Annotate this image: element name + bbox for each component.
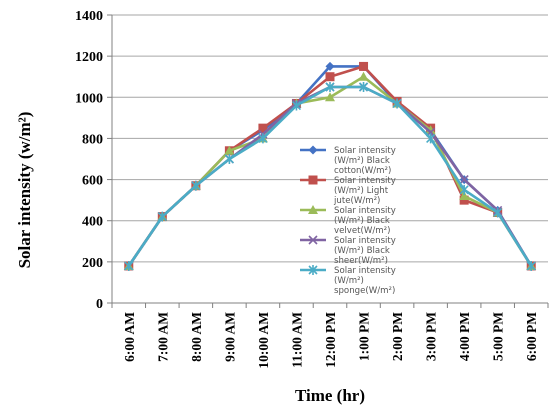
y-tick-label: 1200 xyxy=(75,50,103,65)
legend-label: (W/m²) xyxy=(334,276,364,286)
x-tick-label: 6:00 AM xyxy=(122,312,137,362)
x-tick-label: 3:00 PM xyxy=(424,312,439,361)
data-point xyxy=(258,133,268,144)
y-tick-label: 0 xyxy=(96,297,103,312)
data-point xyxy=(459,175,469,185)
x-tick-label: 6:00 PM xyxy=(524,312,539,361)
data-point xyxy=(358,82,369,92)
y-tick-label: 400 xyxy=(82,215,103,230)
legend-label: Solar intensity xyxy=(334,236,396,246)
legend-label: Solar intensity xyxy=(334,266,396,276)
series-line xyxy=(127,85,533,267)
legend-label: sponge(W/m²) xyxy=(334,286,395,296)
x-tick-label: 8:00 AM xyxy=(189,312,204,362)
data-point xyxy=(459,184,469,195)
x-tick-label: 4:00 PM xyxy=(457,312,472,361)
x-tick-label: 1:00 PM xyxy=(357,312,372,361)
legend-label: velvet(W/m²) xyxy=(334,226,390,236)
series-line xyxy=(127,75,533,267)
data-point xyxy=(325,92,335,102)
data-point xyxy=(359,61,369,71)
legend: Solar intensity(W/m²) Blackcotton(W/m²)S… xyxy=(300,145,396,296)
y-tick-label: 1400 xyxy=(75,9,103,24)
y-tick-label: 800 xyxy=(82,132,103,147)
x-axis-title: Time (hr) xyxy=(295,386,365,405)
x-tick-labels: 6:00 AM 7:00 AM 8:00 AM 9:00 AM 10:00 AM 11:0… xyxy=(122,312,539,369)
data-point xyxy=(325,72,335,82)
x-tick-label: 12:00 PM xyxy=(323,312,338,368)
series-4 xyxy=(124,82,536,271)
legend-label: sheer(W/m²) xyxy=(334,256,388,266)
y-axis-title: Solar intensity (w/m²) xyxy=(15,112,34,269)
legend-label: (W/m²) Black xyxy=(334,246,390,256)
data-point xyxy=(358,71,369,81)
legend-swatch-marker xyxy=(308,265,318,275)
data-point xyxy=(258,123,268,133)
x-tick-label: 11:00 AM xyxy=(289,312,304,368)
data-point xyxy=(124,260,134,271)
legend-label: Solar intensity xyxy=(334,176,396,186)
legend-label: Solar intensity xyxy=(334,146,396,156)
y-tick-labels: 0 200 400 600 800 1000 1200 1400 xyxy=(75,9,103,312)
legend-label: (W/m²) Black xyxy=(334,216,390,226)
data-point xyxy=(191,180,201,191)
series-line xyxy=(127,85,533,267)
data-point xyxy=(459,195,469,205)
y-tick-label: 1000 xyxy=(75,91,103,106)
data-point xyxy=(459,191,470,201)
series-layer xyxy=(123,61,537,271)
legend-label: jute(W/m²) xyxy=(333,196,380,206)
legend-swatch-marker xyxy=(308,235,318,245)
axes xyxy=(107,14,549,308)
x-tick-label: 7:00 AM xyxy=(155,312,170,362)
legend-label: (W/m²) Light xyxy=(334,186,389,196)
gridlines xyxy=(112,14,548,263)
data-point xyxy=(426,133,436,144)
series-5 xyxy=(124,82,536,271)
y-tick-label: 200 xyxy=(82,256,103,271)
y-tick-label: 600 xyxy=(82,174,103,189)
x-tick-label: 9:00 AM xyxy=(222,312,237,362)
series-3 xyxy=(123,71,537,270)
data-point xyxy=(526,260,536,271)
legend-swatch-marker xyxy=(308,145,318,155)
legend-label: (W/m²) Black xyxy=(334,156,390,166)
data-point xyxy=(425,125,436,135)
x-tick-label: 2:00 PM xyxy=(390,312,405,361)
data-point xyxy=(224,145,235,155)
legend-label: cotton(W/m²) xyxy=(334,166,391,176)
data-point xyxy=(325,61,335,71)
data-point xyxy=(291,100,302,111)
legend-label: Solar intensity xyxy=(334,206,396,216)
data-point xyxy=(224,154,234,164)
x-tick-label: 5:00 PM xyxy=(491,312,506,361)
legend-swatch-marker xyxy=(308,175,318,185)
legend-entry: Solar intensity(W/m²)sponge(W/m²) xyxy=(300,265,396,296)
data-point xyxy=(325,82,335,92)
data-point xyxy=(392,98,402,109)
legend-swatch-marker xyxy=(308,205,318,214)
data-point xyxy=(493,207,503,218)
x-tick-label: 10:00 AM xyxy=(256,312,271,369)
data-point xyxy=(157,211,167,222)
